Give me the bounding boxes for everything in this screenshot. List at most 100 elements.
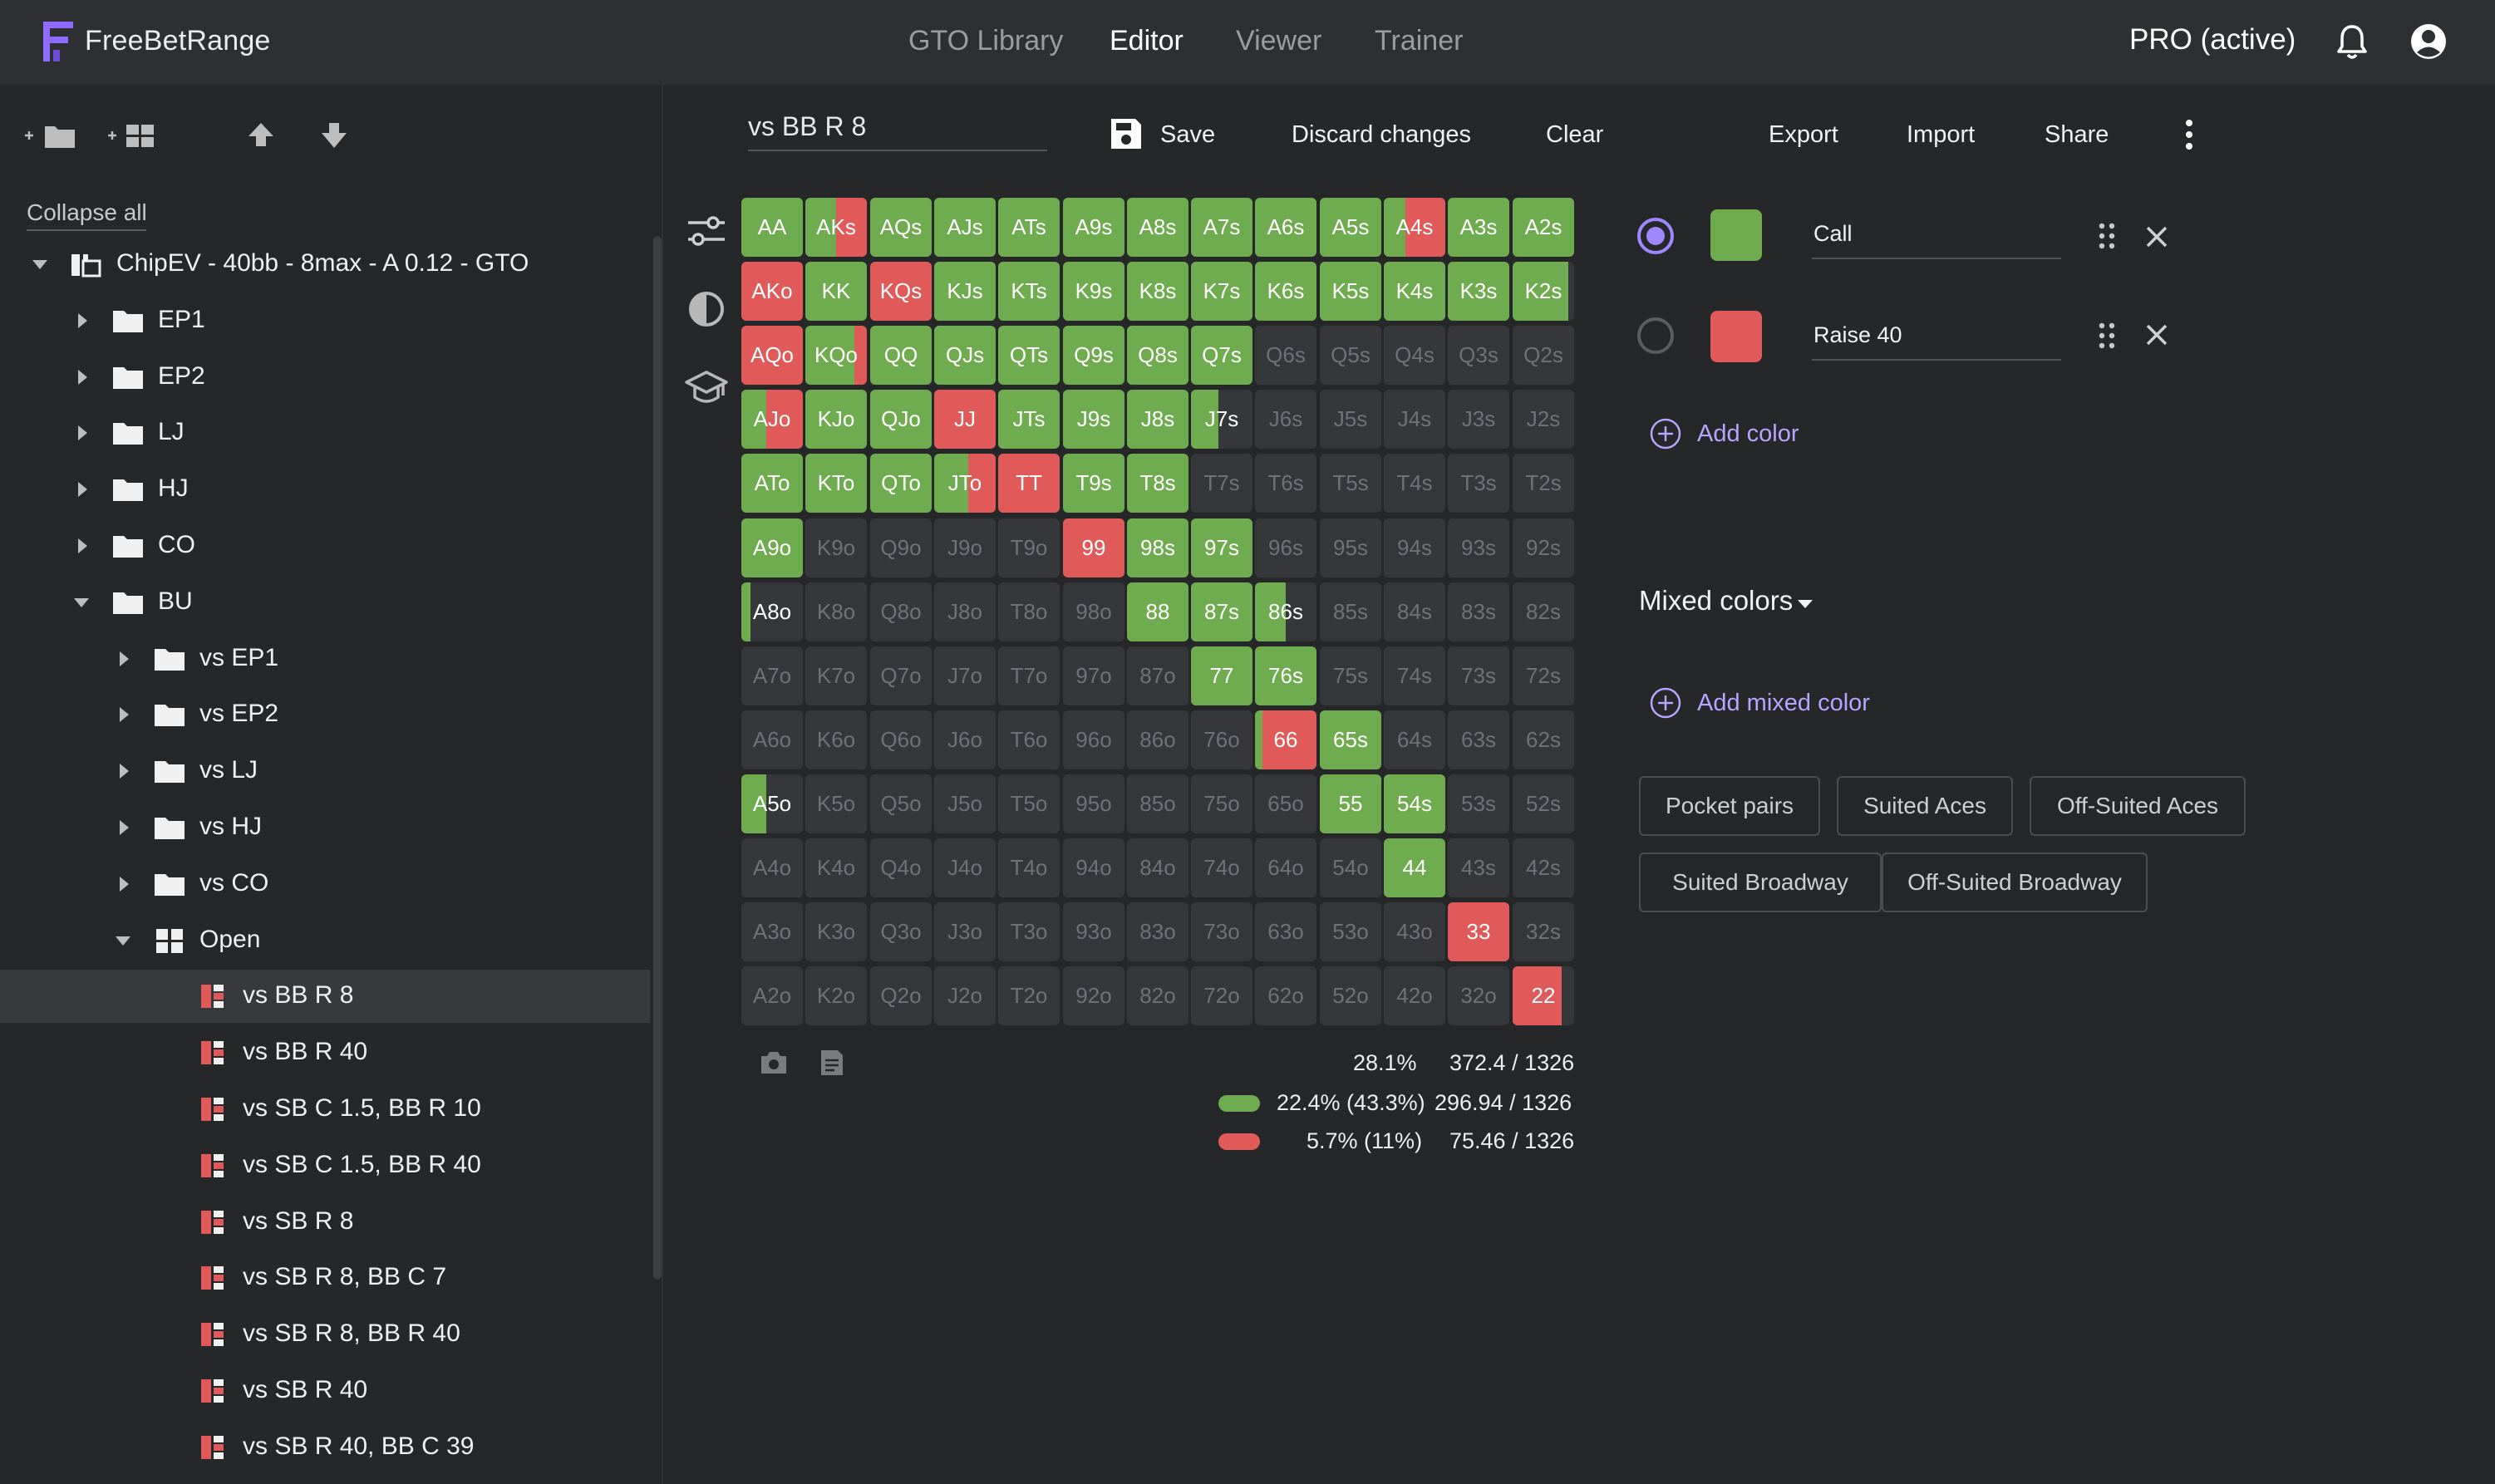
hand-cell-k9s[interactable]: K9s <box>1063 262 1124 321</box>
hand-cell-k6o[interactable]: K6o <box>805 710 867 769</box>
sidebar-scrollbar[interactable] <box>653 236 662 1280</box>
preset-offsuited-aces[interactable]: Off-Suited Aces <box>2030 776 2246 836</box>
caret-right-icon[interactable] <box>113 705 133 725</box>
hand-cell-86s[interactable]: 86s <box>1255 582 1316 641</box>
hand-cell-k8s[interactable]: K8s <box>1127 262 1188 321</box>
add-range-icon[interactable] <box>106 121 158 150</box>
hand-cell-t4o[interactable]: T4o <box>998 838 1060 897</box>
hand-cell-a8o[interactable]: A8o <box>741 582 803 641</box>
hand-cell-k4s[interactable]: K4s <box>1384 262 1445 321</box>
remove-call-icon[interactable] <box>2144 224 2169 249</box>
raise-name-input[interactable]: Raise 40 <box>1813 322 1902 347</box>
hand-cell-44[interactable]: 44 <box>1384 838 1445 897</box>
hand-cell-t2s[interactable]: T2s <box>1513 454 1574 513</box>
hand-cell-k2s[interactable]: K2s <box>1513 262 1574 321</box>
hand-cell-q3o[interactable]: Q3o <box>870 902 932 961</box>
hand-cell-kk[interactable]: KK <box>805 262 867 321</box>
hand-cell-43o[interactable]: 43o <box>1384 902 1445 961</box>
hand-cell-t3o[interactable]: T3o <box>998 902 1060 961</box>
tree-row-range-item[interactable]: vs SB R 8, BB C 7 <box>0 1251 650 1305</box>
bell-icon[interactable] <box>2334 22 2370 61</box>
hand-cell-kto[interactable]: KTo <box>805 454 867 513</box>
hand-cell-53s[interactable]: 53s <box>1448 774 1509 833</box>
hand-cell-k2o[interactable]: K2o <box>805 966 867 1025</box>
hand-cell-63o[interactable]: 63o <box>1255 902 1316 961</box>
hand-cell-j7o[interactable]: J7o <box>934 646 996 705</box>
hand-cell-a8s[interactable]: A8s <box>1127 198 1188 257</box>
hand-cell-t9s[interactable]: T9s <box>1063 454 1124 513</box>
plan-status[interactable]: PRO (active) <box>2129 23 2296 56</box>
hand-cell-97s[interactable]: 97s <box>1191 518 1252 577</box>
hand-cell-q7o[interactable]: Q7o <box>870 646 932 705</box>
tree-row-folder-ep1[interactable]: EP1 <box>0 294 650 347</box>
hand-cell-a5o[interactable]: A5o <box>741 774 803 833</box>
caret-down-icon[interactable] <box>113 931 133 951</box>
tree-row-tree-root[interactable]: ChipEV - 40bb - 8max - A 0.12 - GTO <box>0 238 650 291</box>
hand-cell-a2s[interactable]: A2s <box>1513 198 1574 257</box>
nav-gto-library[interactable]: GTO Library <box>908 25 1064 57</box>
collapse-all-link[interactable]: Collapse all <box>27 199 147 225</box>
tree-row-range-item[interactable]: vs SB C 1.5, BB R 40 <box>0 1139 650 1192</box>
hand-cell-j2o[interactable]: J2o <box>934 966 996 1025</box>
hand-cell-t9o[interactable]: T9o <box>998 518 1060 577</box>
hand-cell-93o[interactable]: 93o <box>1063 902 1124 961</box>
hand-cell-q5s[interactable]: Q5s <box>1320 326 1381 385</box>
hand-cell-94o[interactable]: 94o <box>1063 838 1124 897</box>
hand-cell-87o[interactable]: 87o <box>1127 646 1188 705</box>
caret-down-icon[interactable] <box>71 592 91 612</box>
hand-cell-62o[interactable]: 62o <box>1255 966 1316 1025</box>
hand-cell-43s[interactable]: 43s <box>1448 838 1509 897</box>
drag-handle-icon[interactable] <box>2098 221 2116 251</box>
hand-cell-j5o[interactable]: J5o <box>934 774 996 833</box>
hand-cell-65o[interactable]: 65o <box>1255 774 1316 833</box>
preset-offsuited-broadway[interactable]: Off-Suited Broadway <box>1882 853 2148 912</box>
hand-cell-99[interactable]: 99 <box>1063 518 1124 577</box>
hand-cell-76s[interactable]: 76s <box>1255 646 1316 705</box>
tree-row-folder-hj[interactable]: HJ <box>0 463 650 516</box>
hand-cell-kts[interactable]: KTs <box>998 262 1060 321</box>
hand-cell-q6s[interactable]: Q6s <box>1255 326 1316 385</box>
move-up-icon[interactable] <box>246 121 276 150</box>
hand-cell-j9o[interactable]: J9o <box>934 518 996 577</box>
tree-row-range-item[interactable]: vs SB R 40 <box>0 1364 650 1418</box>
hand-cell-q4o[interactable]: Q4o <box>870 838 932 897</box>
notes-icon[interactable] <box>816 1049 848 1077</box>
hand-cell-65s[interactable]: 65s <box>1320 710 1381 769</box>
hand-cell-a3o[interactable]: A3o <box>741 902 803 961</box>
hand-cell-k3o[interactable]: K3o <box>805 902 867 961</box>
call-radio[interactable] <box>1637 218 1674 254</box>
hand-cell-52o[interactable]: 52o <box>1320 966 1381 1025</box>
hand-cell-qjo[interactable]: QJo <box>870 390 932 449</box>
hand-cell-t5s[interactable]: T5s <box>1320 454 1381 513</box>
hand-cell-84o[interactable]: 84o <box>1127 838 1188 897</box>
tree-row-folder-vs-hj[interactable]: vs HJ <box>0 801 650 854</box>
hand-cell-kjo[interactable]: KJo <box>805 390 867 449</box>
tree-row-range-item[interactable]: vs SB C 1.5, BB R 10 <box>0 1083 650 1136</box>
hand-cell-75s[interactable]: 75s <box>1320 646 1381 705</box>
hand-cell-tt[interactable]: TT <box>998 454 1060 513</box>
add-color-icon[interactable] <box>1649 417 1682 450</box>
hand-cell-q7s[interactable]: Q7s <box>1191 326 1252 385</box>
hand-cell-j3o[interactable]: J3o <box>934 902 996 961</box>
camera-icon[interactable] <box>758 1049 790 1077</box>
sliders-icon[interactable] <box>685 209 728 253</box>
range-name-input[interactable]: vs BB R 8 <box>748 111 867 141</box>
hand-cell-95s[interactable]: 95s <box>1320 518 1381 577</box>
hand-cell-aa[interactable]: AA <box>741 198 803 257</box>
caret-right-icon[interactable] <box>71 536 91 556</box>
hand-cell-t3s[interactable]: T3s <box>1448 454 1509 513</box>
hand-cell-a9o[interactable]: A9o <box>741 518 803 577</box>
hand-cell-ako[interactable]: AKo <box>741 262 803 321</box>
hand-cell-53o[interactable]: 53o <box>1320 902 1381 961</box>
hand-cell-kqo[interactable]: KQo <box>805 326 867 385</box>
hand-cell-84s[interactable]: 84s <box>1384 582 1445 641</box>
chevron-down-icon[interactable] <box>1795 593 1815 613</box>
hand-cell-a9s[interactable]: A9s <box>1063 198 1124 257</box>
hand-cell-t5o[interactable]: T5o <box>998 774 1060 833</box>
hand-cell-a4o[interactable]: A4o <box>741 838 803 897</box>
hand-cell-q8o[interactable]: Q8o <box>870 582 932 641</box>
hand-cell-a6o[interactable]: A6o <box>741 710 803 769</box>
brand-name[interactable]: FreeBetRange <box>85 25 271 57</box>
hand-cell-98s[interactable]: 98s <box>1127 518 1188 577</box>
hand-cell-55[interactable]: 55 <box>1320 774 1381 833</box>
